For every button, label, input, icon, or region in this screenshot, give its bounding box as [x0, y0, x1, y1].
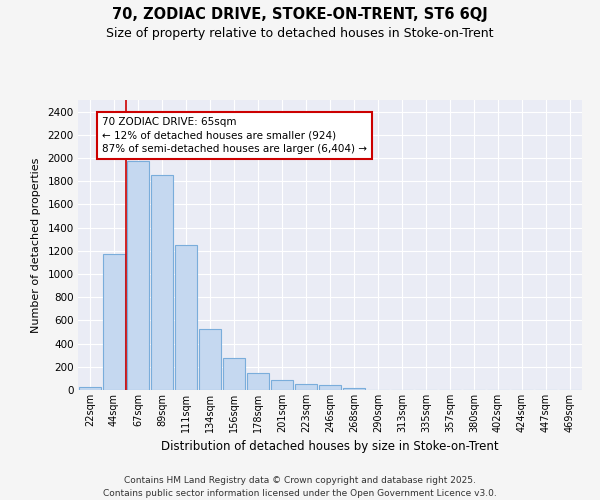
Bar [343, 388, 365, 390]
Bar [319, 386, 341, 390]
X-axis label: Distribution of detached houses by size in Stoke-on-Trent: Distribution of detached houses by size … [161, 440, 499, 454]
Text: Contains HM Land Registry data © Crown copyright and database right 2025.
Contai: Contains HM Land Registry data © Crown c… [103, 476, 497, 498]
Bar [127, 161, 149, 390]
Bar [79, 386, 101, 390]
Bar [199, 329, 221, 390]
Text: 70 ZODIAC DRIVE: 65sqm
← 12% of detached houses are smaller (924)
87% of semi-de: 70 ZODIAC DRIVE: 65sqm ← 12% of detached… [102, 118, 367, 154]
Bar [295, 384, 317, 390]
Bar [271, 380, 293, 390]
Bar [247, 372, 269, 390]
Bar [223, 358, 245, 390]
Bar [151, 176, 173, 390]
Text: Size of property relative to detached houses in Stoke-on-Trent: Size of property relative to detached ho… [106, 28, 494, 40]
Y-axis label: Number of detached properties: Number of detached properties [31, 158, 41, 332]
Bar [103, 254, 125, 390]
Bar [175, 245, 197, 390]
Text: 70, ZODIAC DRIVE, STOKE-ON-TRENT, ST6 6QJ: 70, ZODIAC DRIVE, STOKE-ON-TRENT, ST6 6Q… [112, 8, 488, 22]
